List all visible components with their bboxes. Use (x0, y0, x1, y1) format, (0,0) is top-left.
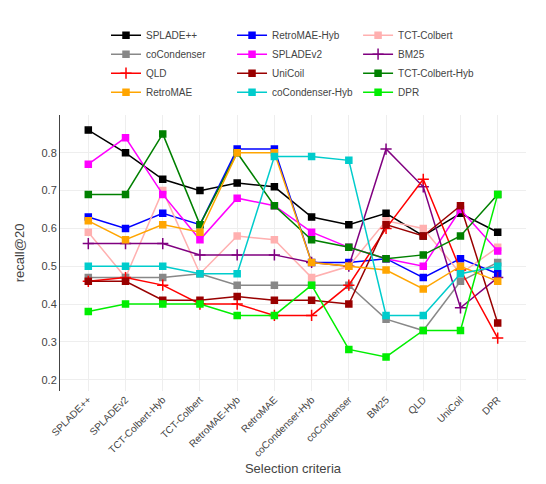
svg-text:SPLADEv2: SPLADEv2 (87, 394, 130, 437)
svg-text:RetroMAE-Hyb: RetroMAE-Hyb (272, 30, 340, 41)
svg-text:RetroMAE: RetroMAE (146, 87, 192, 98)
svg-text:UniCoil: UniCoil (272, 68, 304, 79)
svg-text:SPLADE++: SPLADE++ (146, 30, 197, 41)
svg-text:QLD: QLD (146, 68, 167, 79)
svg-text:SPLADEv2: SPLADEv2 (272, 49, 322, 60)
svg-text:TCT-Colbert: TCT-Colbert (159, 394, 205, 440)
svg-text:UniCoil: UniCoil (435, 394, 466, 425)
svg-text:DPR: DPR (480, 394, 503, 417)
svg-text:0.3: 0.3 (42, 336, 57, 348)
svg-text:TCT-Colbert: TCT-Colbert (398, 30, 453, 41)
svg-text:DPR: DPR (398, 87, 419, 98)
svg-text:recall@20: recall@20 (12, 224, 27, 283)
svg-text:0.8: 0.8 (42, 147, 57, 159)
svg-text:coCondenser: coCondenser (304, 394, 354, 444)
svg-text:BM25: BM25 (398, 49, 425, 60)
svg-text:BM25: BM25 (365, 394, 392, 421)
svg-text:TCT-Colbert-Hyb: TCT-Colbert-Hyb (106, 394, 168, 456)
svg-text:0.7: 0.7 (42, 184, 57, 196)
svg-text:RetroMAE: RetroMAE (239, 394, 280, 435)
svg-text:0.4: 0.4 (42, 298, 57, 310)
svg-text:QLD: QLD (406, 394, 428, 416)
svg-text:TCT-Colbert-Hyb: TCT-Colbert-Hyb (398, 68, 474, 79)
svg-text:SPLADE++: SPLADE++ (49, 394, 93, 438)
svg-text:RetroMAE-Hyb: RetroMAE-Hyb (187, 394, 243, 450)
svg-text:0.5: 0.5 (42, 260, 57, 272)
svg-text:coCondenser-Hyb: coCondenser-Hyb (252, 394, 317, 459)
svg-text:0.6: 0.6 (42, 222, 57, 234)
svg-text:coCondenser: coCondenser (146, 49, 206, 60)
svg-text:coCondenser-Hyb: coCondenser-Hyb (272, 87, 353, 98)
svg-text:Selection criteria: Selection criteria (245, 461, 342, 476)
svg-text:0.2: 0.2 (42, 374, 57, 386)
